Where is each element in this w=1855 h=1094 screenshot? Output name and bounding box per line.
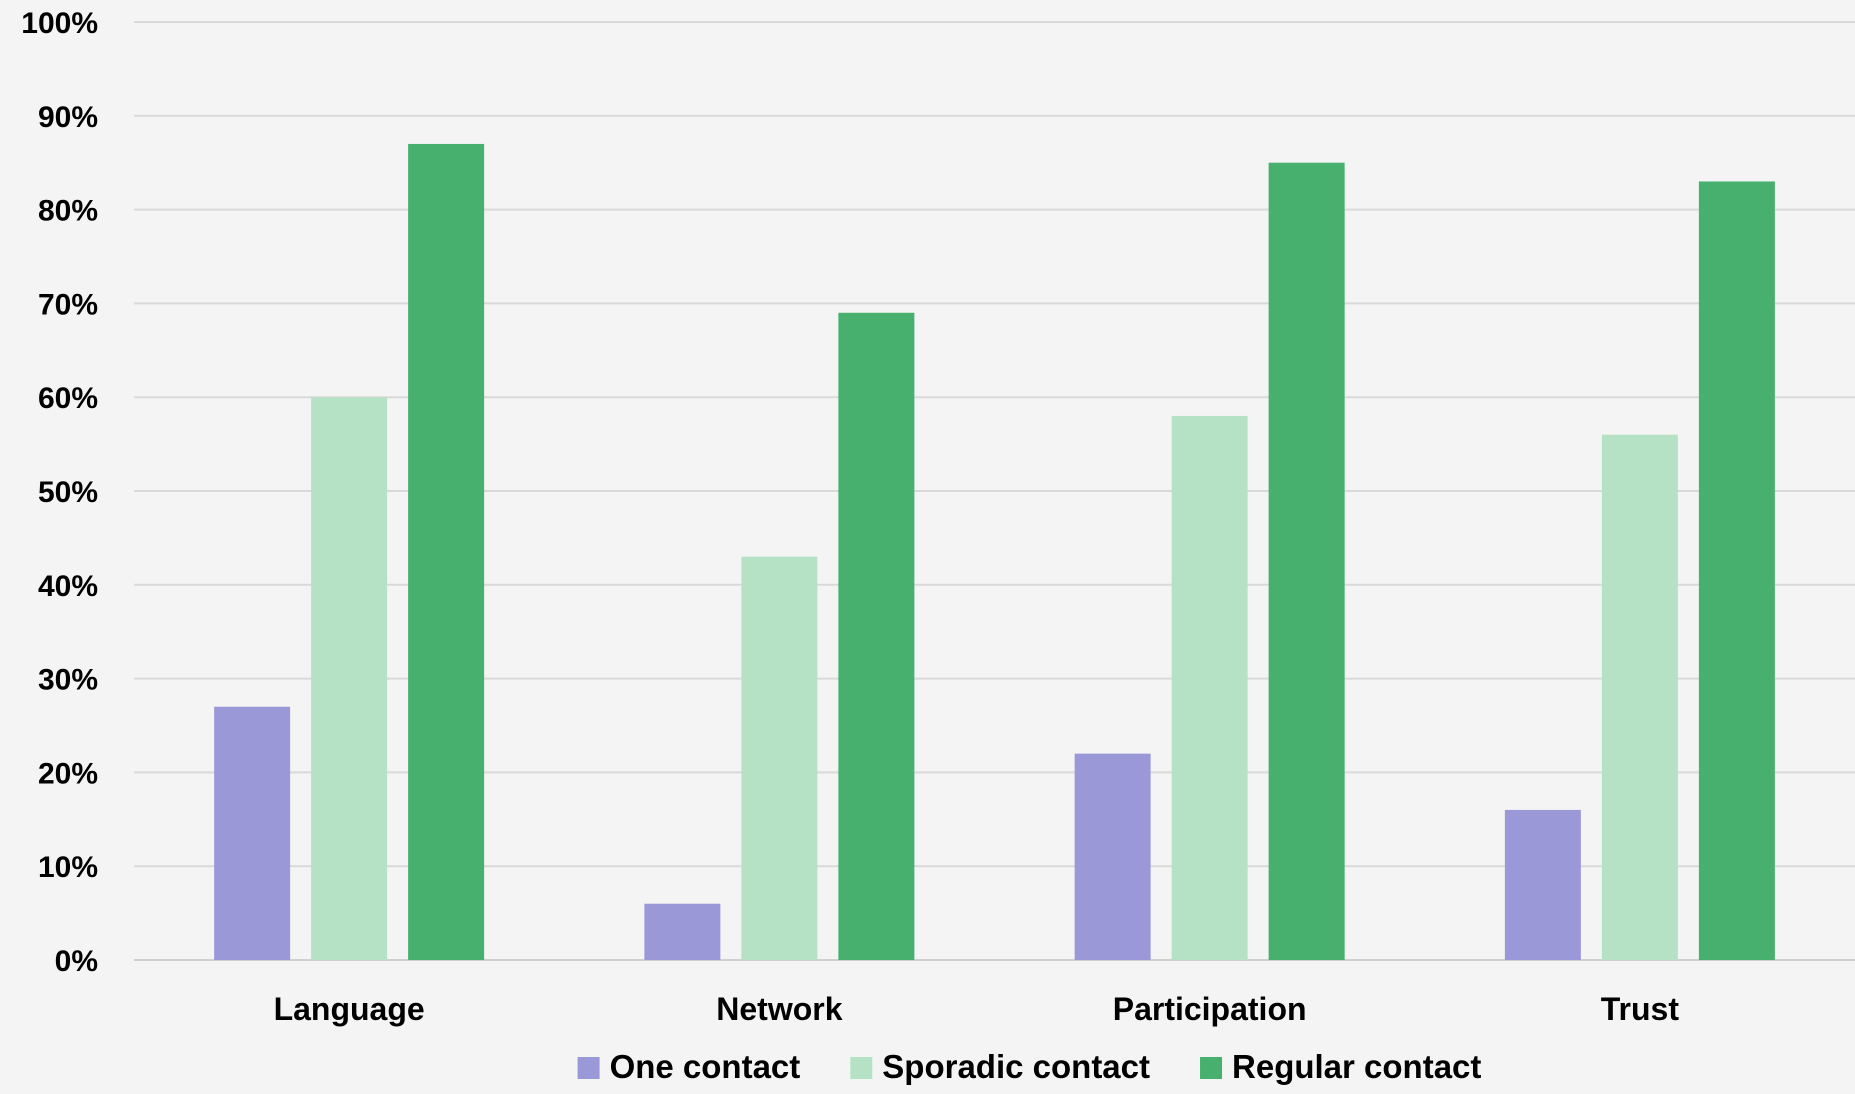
legend-item-sporadic-contact: Sporadic contact [850, 1048, 1150, 1085]
bars [214, 143, 1775, 961]
gridlines [134, 21, 1855, 961]
legend-label: One contact [610, 1048, 801, 1085]
bar-regular-contact-trust [1698, 181, 1775, 960]
legend-item-regular-contact: Regular contact [1200, 1048, 1481, 1085]
legend-label: Regular contact [1232, 1048, 1481, 1085]
y-tick-label: 20% [38, 757, 98, 790]
legend-item-one-contact: One contact [577, 1048, 801, 1085]
y-tick-label: 70% [38, 288, 98, 321]
y-tick-label: 30% [38, 664, 98, 697]
bar-one-contact-participation [1074, 753, 1151, 960]
legend-swatch [577, 1057, 600, 1079]
bar-regular-contact-participation [1268, 162, 1345, 960]
legend-label: Sporadic contact [882, 1048, 1150, 1085]
y-tick-label: 60% [38, 382, 98, 415]
x-axis-category-labels: Language Network Participation Trust [274, 991, 1680, 1027]
y-axis-tick-labels: 0% 10% 20% 30% 40% 50% 60% 70% 80% 90% 100% [21, 7, 98, 978]
y-tick-label: 80% [38, 195, 98, 228]
bar-one-contact-language [214, 706, 291, 960]
legend-swatch [850, 1057, 873, 1079]
y-tick-label: 50% [38, 476, 98, 509]
y-tick-label: 0% [55, 945, 98, 978]
x-category-label: Participation [1113, 991, 1307, 1027]
bar-one-contact-network [644, 903, 721, 960]
legend-swatch [1200, 1057, 1223, 1079]
bar-one-contact-trust [1504, 809, 1581, 960]
y-tick-label: 90% [38, 101, 98, 134]
y-tick-label: 10% [38, 851, 98, 884]
bar-sporadic-contact-participation [1171, 415, 1248, 961]
y-tick-label: 100% [21, 7, 98, 40]
bar-regular-contact-network [838, 312, 915, 960]
x-category-label: Trust [1601, 991, 1680, 1027]
bar-regular-contact-language [408, 143, 485, 960]
x-category-label: Network [716, 991, 842, 1027]
bar-sporadic-contact-network [741, 556, 818, 960]
bar-sporadic-contact-language [311, 397, 388, 960]
x-category-label: Language [274, 991, 425, 1027]
y-tick-label: 40% [38, 570, 98, 603]
legend: One contact Sporadic contact Regular conta… [577, 1048, 1481, 1085]
bar-sporadic-contact-trust [1601, 434, 1678, 961]
